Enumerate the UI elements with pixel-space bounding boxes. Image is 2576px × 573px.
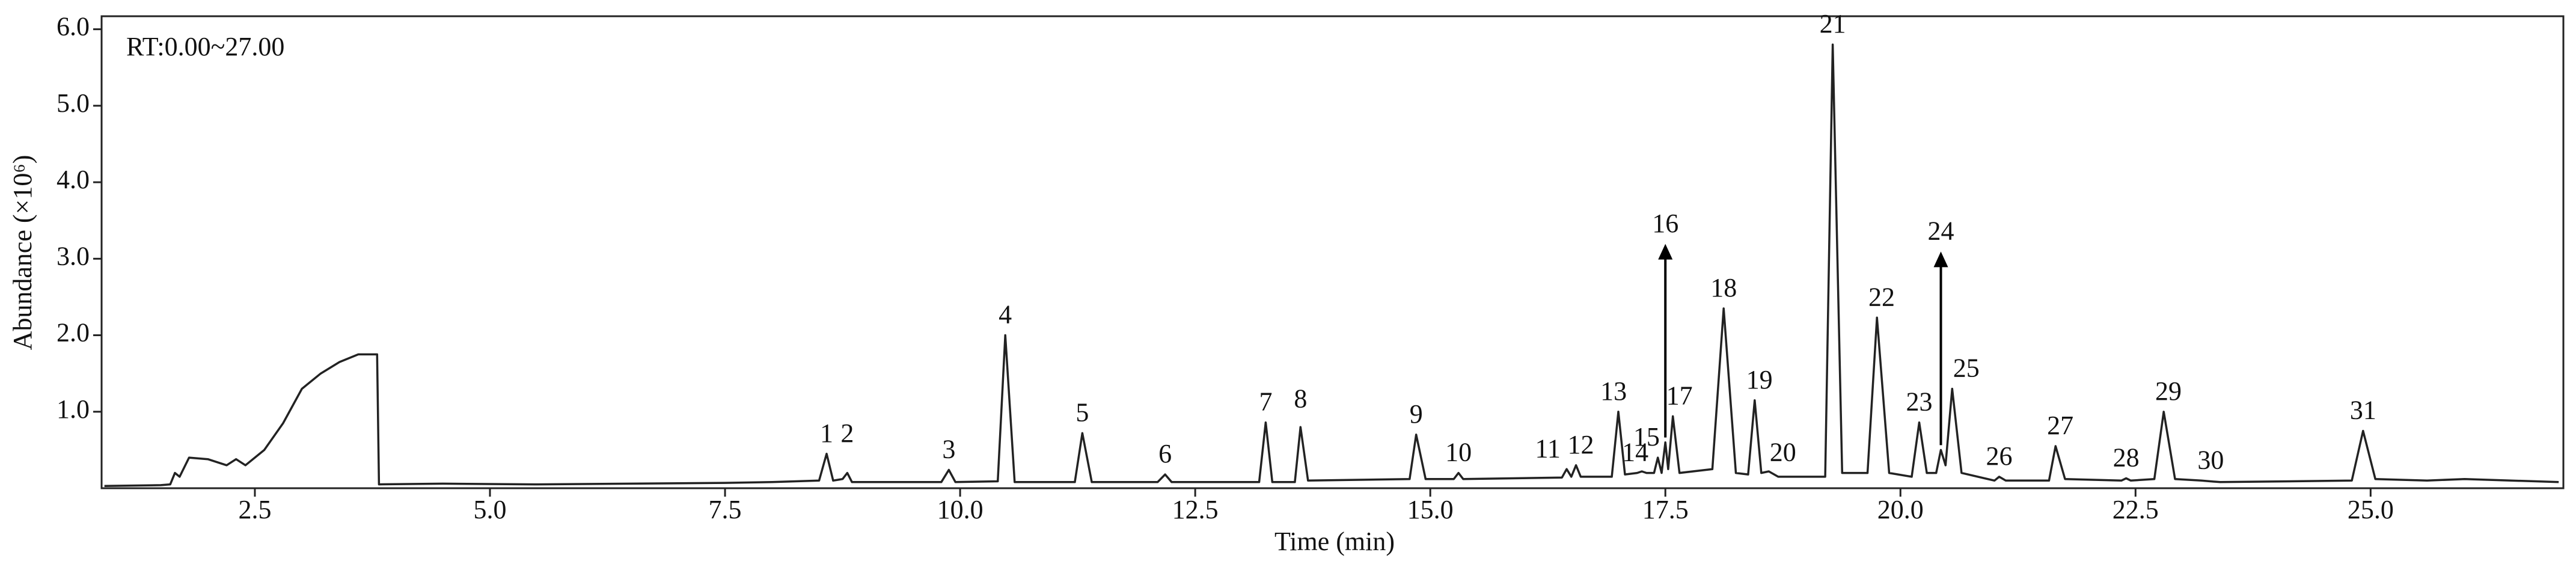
x-tick-label: 2.5: [238, 495, 271, 524]
y-tick-label: 3.0: [57, 241, 90, 271]
y-tick-label: 6.0: [57, 12, 90, 41]
x-tick-label: 7.5: [709, 495, 742, 524]
peak-label: 31: [2350, 396, 2376, 425]
peak-label: 29: [2155, 376, 2182, 406]
peak-label: 16: [1652, 209, 1678, 238]
y-tick-label: 2.0: [57, 318, 90, 348]
x-tick-label: 5.0: [474, 495, 507, 524]
peak-label: 21: [1820, 9, 1846, 38]
peak-label: 27: [2047, 411, 2073, 440]
plot-frame: [100, 15, 2565, 489]
peak-label: 22: [1868, 282, 1895, 311]
peak-label: 26: [1986, 441, 2012, 471]
y-tick-label: 5.0: [57, 88, 90, 118]
x-tick-label: 12.5: [1172, 495, 1219, 524]
peak-label: 1: [820, 418, 833, 448]
arrow-head: [1933, 251, 1948, 268]
peak-label: 30: [2197, 445, 2224, 474]
peak-label: 6: [1158, 439, 1172, 468]
peak-label: 10: [1445, 438, 1472, 467]
peak-label: 4: [999, 300, 1012, 329]
peak-label: 7: [1259, 387, 1272, 417]
peak-label: 24: [1928, 216, 1954, 245]
peak-label: 20: [1770, 438, 1796, 467]
arrow-head: [1658, 244, 1673, 260]
peak-label: 3: [942, 435, 955, 464]
x-tick-label: 10.0: [937, 495, 984, 524]
peak-label: 13: [1600, 376, 1627, 406]
x-axis-label: Time (min): [1274, 527, 1395, 556]
y-tick-label: 4.0: [57, 165, 90, 194]
peak-label: 18: [1710, 273, 1737, 302]
peak-label: 9: [1410, 399, 1423, 429]
peak-label: 25: [1953, 354, 1980, 383]
peak-label: 15: [1633, 422, 1660, 452]
peak-label: 11: [1535, 434, 1561, 463]
rt-annotation: RT:0.00~27.00: [126, 32, 284, 61]
chromatogram-trace: [104, 43, 2559, 487]
peak-label: 12: [1567, 430, 1594, 459]
peak-label: 23: [1906, 387, 1933, 417]
peak-label: 5: [1075, 397, 1089, 427]
peak-label: 19: [1746, 365, 1773, 394]
peak-label: 14: [1622, 438, 1648, 467]
x-tick-label: 20.0: [1877, 495, 1924, 524]
peak-label: 8: [1294, 384, 1307, 414]
y-tick-label: 1.0: [57, 394, 90, 424]
y-axis-label: Abundance (×10⁶): [8, 155, 37, 351]
peak-label: 2: [840, 418, 854, 448]
x-tick-label: 17.5: [1642, 495, 1689, 524]
peak-label: 17: [1666, 381, 1693, 410]
x-tick-label: 22.5: [2113, 495, 2159, 524]
peak-label: 28: [2113, 443, 2140, 473]
x-tick-label: 15.0: [1407, 495, 1454, 524]
x-tick-label: 25.0: [2348, 495, 2394, 524]
